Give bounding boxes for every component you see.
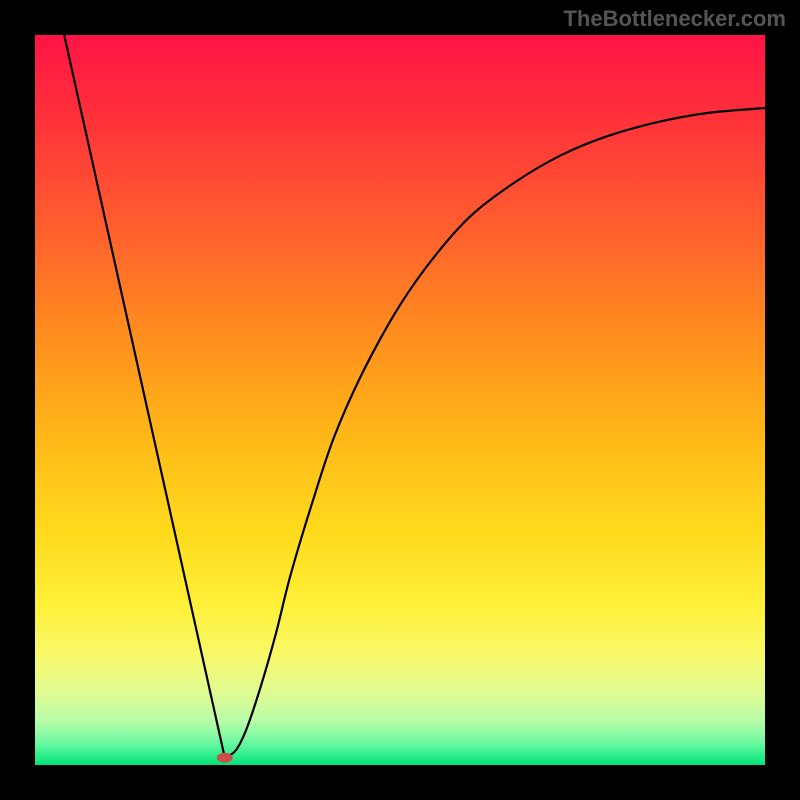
optimal-point-marker [217, 753, 233, 763]
bottleneck-chart [0, 0, 800, 800]
watermark-text: TheBottlenecker.com [563, 6, 786, 32]
chart-frame: TheBottlenecker.com [0, 0, 800, 800]
